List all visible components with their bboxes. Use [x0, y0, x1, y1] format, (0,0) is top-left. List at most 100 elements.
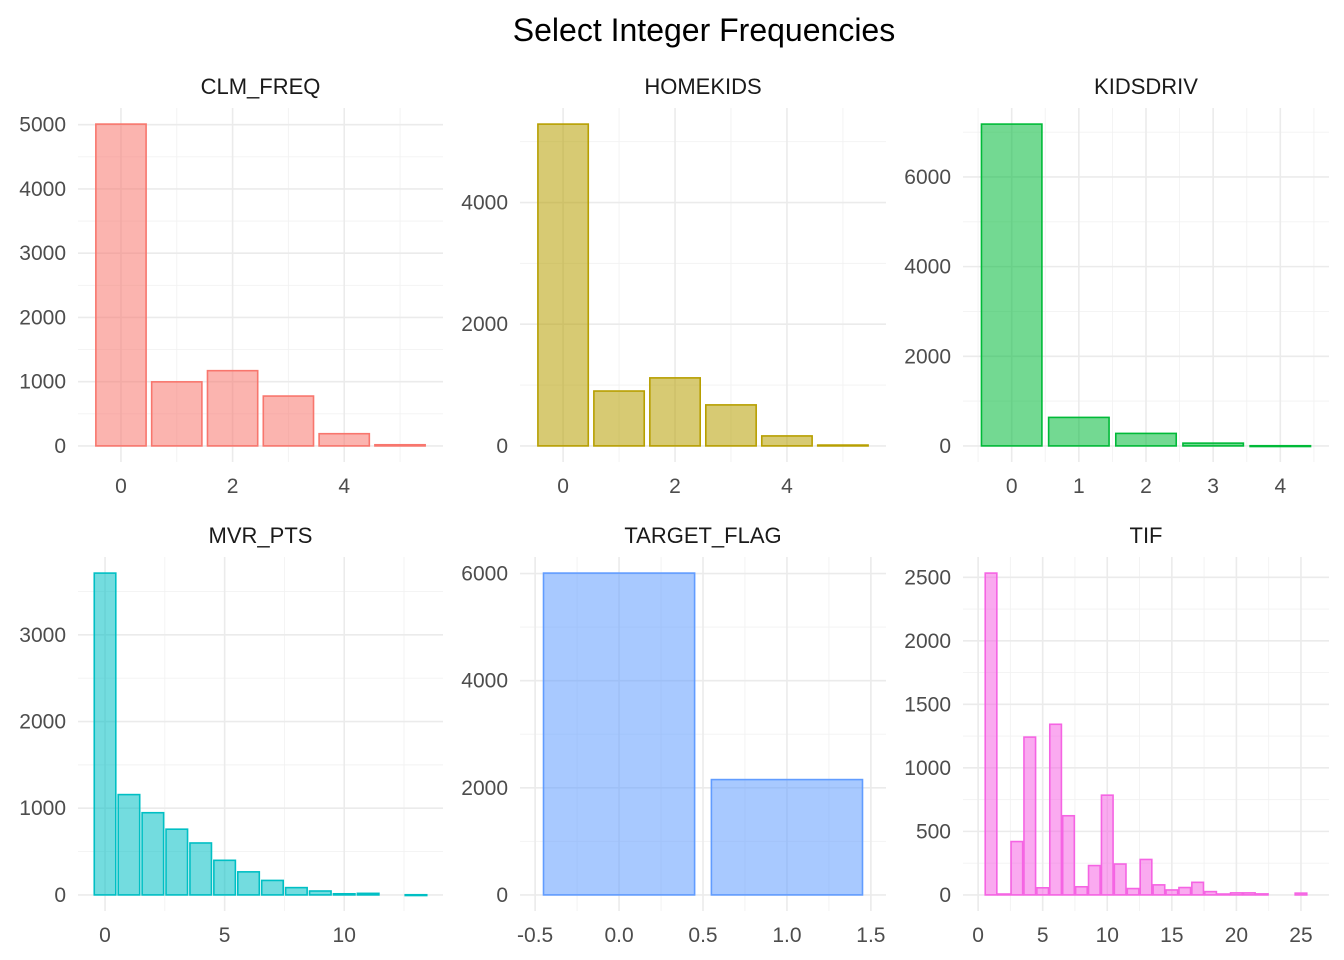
y-tick-label: 0 — [496, 884, 508, 907]
y-tick-label: 500 — [916, 820, 951, 843]
chart-title: Select Integer Frequencies — [513, 12, 895, 48]
bar — [1113, 863, 1127, 896]
y-tick-label: 4000 — [461, 192, 508, 215]
bar — [93, 572, 117, 896]
bar — [1182, 442, 1245, 447]
x-tick-label: -0.5 — [517, 924, 553, 947]
y-tick-label: 2000 — [904, 630, 951, 653]
bar — [374, 443, 426, 447]
panel-tif: TIF 0 500 1000 1500 2000 2500 0 5 10 15 20 25 — [904, 523, 1329, 947]
panel-title: MVR_PTS — [209, 523, 313, 548]
bar — [1229, 892, 1244, 896]
x-tick-label: 5 — [219, 924, 231, 947]
panel-title: KIDSDRIV — [1094, 74, 1198, 99]
bar — [980, 123, 1043, 447]
y-tick-label: 5000 — [19, 114, 66, 137]
bar — [1255, 893, 1269, 896]
bar — [356, 892, 380, 896]
x-tick-label: 1.5 — [856, 924, 885, 947]
bar — [213, 859, 237, 896]
y-tick-label: 2000 — [19, 306, 66, 329]
bar — [1294, 892, 1308, 896]
x-tick-label: 2 — [1140, 475, 1152, 498]
y-tick-label: 2000 — [461, 313, 508, 336]
x-tick-label: 20 — [1225, 924, 1248, 947]
bar — [542, 572, 696, 896]
bar — [1191, 881, 1205, 896]
bar — [1036, 886, 1050, 896]
panel-title: TARGET_FLAG — [624, 523, 781, 548]
x-tick-label: 0 — [115, 475, 127, 498]
y-tick-label: 2500 — [904, 566, 951, 589]
panel-title: TIF — [1130, 523, 1163, 548]
x-tick-label: 2 — [669, 475, 681, 498]
x-tick-label: 0 — [972, 924, 984, 947]
panel-mvr-pts: MVR_PTS 0 1000 2000 3000 0 5 10 — [19, 523, 443, 947]
y-tick-label: 0 — [496, 435, 508, 458]
bar — [1114, 432, 1178, 447]
bar — [1061, 814, 1076, 896]
bar — [260, 879, 285, 896]
bar — [117, 793, 141, 896]
bar — [206, 369, 259, 447]
y-tick-label: 2000 — [904, 345, 951, 368]
panel-homekids: HOMEKIDS 0 2000 4000 0 2 4 — [461, 74, 886, 498]
bar — [1047, 416, 1110, 447]
bar — [95, 123, 147, 447]
bar — [332, 892, 356, 896]
x-tick-label: 0 — [1006, 475, 1018, 498]
bar — [150, 381, 203, 447]
y-tick-label: 3000 — [19, 242, 66, 265]
bar — [165, 828, 189, 896]
x-tick-label: 4 — [338, 475, 350, 498]
x-tick-label: 0 — [99, 924, 111, 947]
bar — [236, 871, 261, 896]
bar — [404, 893, 428, 897]
y-tick-label: 4000 — [19, 178, 66, 201]
bar — [1249, 444, 1312, 448]
x-tick-label: 0.0 — [604, 924, 633, 947]
bar — [1216, 893, 1231, 896]
y-tick-label: 6000 — [461, 563, 508, 586]
x-tick-label: 4 — [1274, 475, 1286, 498]
bar — [141, 811, 165, 896]
y-tick-label: 1000 — [19, 797, 66, 820]
x-tick-label: 0 — [557, 475, 569, 498]
bar — [1152, 884, 1166, 896]
y-tick-label: 0 — [939, 884, 951, 907]
bar — [1242, 892, 1256, 896]
x-tick-label: 25 — [1289, 924, 1312, 947]
panel-target-flag: TARGET_FLAG 0 2000 4000 6000 -0.5 0.0 0.5 1.0 1.5 — [461, 523, 886, 947]
bar — [1074, 885, 1089, 896]
y-tick-label: 0 — [939, 435, 951, 458]
bar — [1139, 858, 1153, 896]
y-tick-label: 2000 — [461, 777, 508, 800]
bar — [1165, 889, 1179, 896]
bar — [537, 123, 590, 447]
x-tick-label: 1 — [1073, 475, 1085, 498]
x-tick-label: 10 — [1096, 924, 1119, 947]
bar — [1010, 840, 1024, 896]
bar — [649, 377, 702, 447]
bar — [710, 778, 864, 896]
y-tick-label: 6000 — [904, 166, 951, 189]
y-tick-label: 4000 — [904, 256, 951, 279]
bar — [1203, 890, 1218, 896]
bar — [308, 890, 332, 896]
y-tick-label: 1000 — [904, 757, 951, 780]
bar — [816, 444, 869, 447]
x-tick-label: 1.0 — [772, 924, 801, 947]
panel-title: HOMEKIDS — [644, 74, 761, 99]
x-tick-label: 0.5 — [688, 924, 717, 947]
x-tick-label: 5 — [1037, 924, 1049, 947]
y-tick-label: 2000 — [19, 711, 66, 734]
bar — [984, 572, 998, 896]
bar — [284, 886, 308, 896]
x-tick-label: 2 — [227, 475, 239, 498]
bar — [997, 893, 1011, 896]
x-tick-label: 4 — [781, 475, 793, 498]
bar — [704, 404, 757, 447]
y-tick-label: 1000 — [19, 371, 66, 394]
panel-clm-freq: CLM_FREQ 0 1000 2000 3000 4000 5000 0 2 4 — [19, 74, 443, 498]
